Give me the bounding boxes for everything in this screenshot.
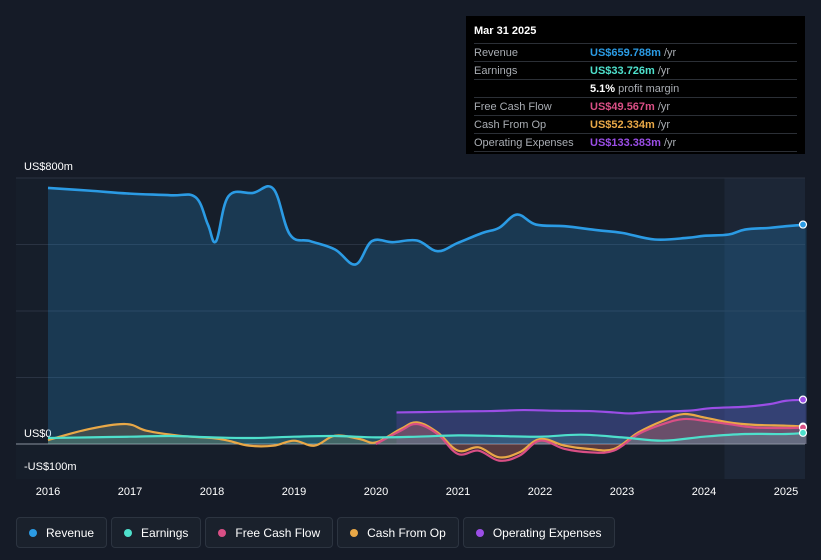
operating-expenses-endpoint bbox=[798, 395, 808, 404]
tooltip-row-label: Operating Expenses bbox=[474, 136, 574, 149]
tooltip-row-unit: /yr bbox=[657, 118, 671, 131]
cash-from-op-line bbox=[47, 412, 807, 459]
x-tick-label: 2016 bbox=[36, 486, 60, 498]
legend-label: Revenue bbox=[46, 525, 95, 540]
tooltip-row: Operating Expenses US$133.383m/yr bbox=[474, 133, 797, 151]
x-tick-label: 2022 bbox=[528, 486, 552, 498]
legend-label: Operating Expenses bbox=[492, 525, 602, 540]
tooltip-row-value: 5.1% bbox=[590, 82, 616, 95]
legend-label: Free Cash Flow bbox=[235, 525, 321, 540]
tooltip-row: Earnings US$33.726m/yr bbox=[474, 61, 797, 79]
tooltip-row-unit: /yr bbox=[657, 64, 671, 77]
x-tick-label: 2020 bbox=[364, 486, 388, 498]
y-label-bottom: -US$100m bbox=[24, 461, 77, 473]
y-label-zero: US$0 bbox=[24, 428, 52, 440]
tooltip-row-value: US$52.334m bbox=[590, 118, 655, 131]
legend-label: Cash From Op bbox=[367, 525, 446, 540]
legend-dot-icon bbox=[475, 528, 484, 537]
tooltip-row-unit: /yr bbox=[663, 136, 677, 149]
earnings-line bbox=[47, 431, 807, 442]
x-tick-label: 2023 bbox=[610, 486, 634, 498]
x-tick-label: 2019 bbox=[282, 486, 306, 498]
tooltip-row-label: Free Cash Flow bbox=[474, 100, 552, 113]
legend-item-operating-expenses[interactable]: Operating Expenses bbox=[462, 517, 615, 548]
tooltip-row-label: Earnings bbox=[474, 64, 518, 77]
legend-label: Earnings bbox=[141, 525, 189, 540]
x-tick-label: 2018 bbox=[200, 486, 224, 498]
x-tick-label: 2024 bbox=[692, 486, 716, 498]
legend-item-revenue[interactable]: Revenue bbox=[16, 517, 108, 548]
operating-expenses-area bbox=[396, 399, 807, 444]
series-endpoints bbox=[798, 220, 808, 437]
x-tick-label: 2021 bbox=[446, 486, 470, 498]
tooltip-row-label: Revenue bbox=[474, 46, 519, 59]
x-tick-label: 2025 bbox=[774, 486, 798, 498]
operating-expenses-line bbox=[396, 398, 807, 415]
legend-item-cash-from-op[interactable]: Cash From Op bbox=[337, 517, 459, 548]
tooltip-row: Cash From Op US$52.334m/yr bbox=[474, 115, 797, 133]
revenue-area bbox=[48, 186, 807, 444]
tooltip-row-value: US$33.726m bbox=[590, 64, 655, 77]
revenue-line bbox=[47, 184, 807, 266]
tooltip-row-unit: profit margin bbox=[618, 82, 680, 95]
tooltip-rows: Revenue US$659.788m/yr Earnings US$33.726m /… bbox=[474, 43, 797, 151]
x-tick-label: 2017 bbox=[118, 486, 142, 498]
tooltip-row: 5.1% profit margin bbox=[474, 79, 797, 97]
earnings-endpoint bbox=[798, 428, 808, 437]
tooltip-row-value: US$659.788m bbox=[590, 46, 661, 59]
tooltip-row: Free Cash Flow US$49.567m/yr bbox=[474, 97, 797, 115]
grid-lines bbox=[16, 177, 805, 445]
revenue-endpoint bbox=[798, 220, 808, 229]
y-label-top: US$800m bbox=[24, 161, 73, 173]
legend-item-free-cash-flow[interactable]: Free Cash Flow bbox=[205, 517, 334, 548]
legend-item-earnings[interactable]: Earnings bbox=[111, 517, 202, 548]
legend: Revenue Earnings Free Cash Flow Cash From O… bbox=[16, 517, 615, 548]
tooltip-panel: Mar 31 2025 Revenue US$659.788m/yr Earning… bbox=[466, 16, 805, 154]
legend-dot-icon bbox=[218, 528, 227, 537]
tooltip-divider bbox=[474, 151, 797, 153]
tooltip-row: Revenue US$659.788m/yr bbox=[474, 43, 797, 61]
plot-background bbox=[16, 178, 805, 479]
legend-dot-icon bbox=[350, 528, 359, 537]
legend-dot-icon bbox=[124, 528, 133, 537]
series-lines bbox=[47, 184, 807, 462]
tooltip-row-unit: /yr bbox=[657, 100, 671, 113]
tooltip-row-unit: /yr bbox=[663, 46, 677, 59]
tooltip-row-value: US$133.383m bbox=[590, 136, 661, 149]
tooltip-row-value: US$49.567m bbox=[590, 100, 655, 113]
legend-dot-icon bbox=[29, 528, 37, 537]
tooltip-row-label: Cash From Op bbox=[474, 118, 547, 131]
x-axis-ticks: 2016 2017 2018 2019 2020 2021 2022 2023 2024 2025 bbox=[36, 486, 798, 498]
earnings-area bbox=[48, 432, 807, 444]
tooltip-date: Mar 31 2025 bbox=[474, 25, 537, 37]
